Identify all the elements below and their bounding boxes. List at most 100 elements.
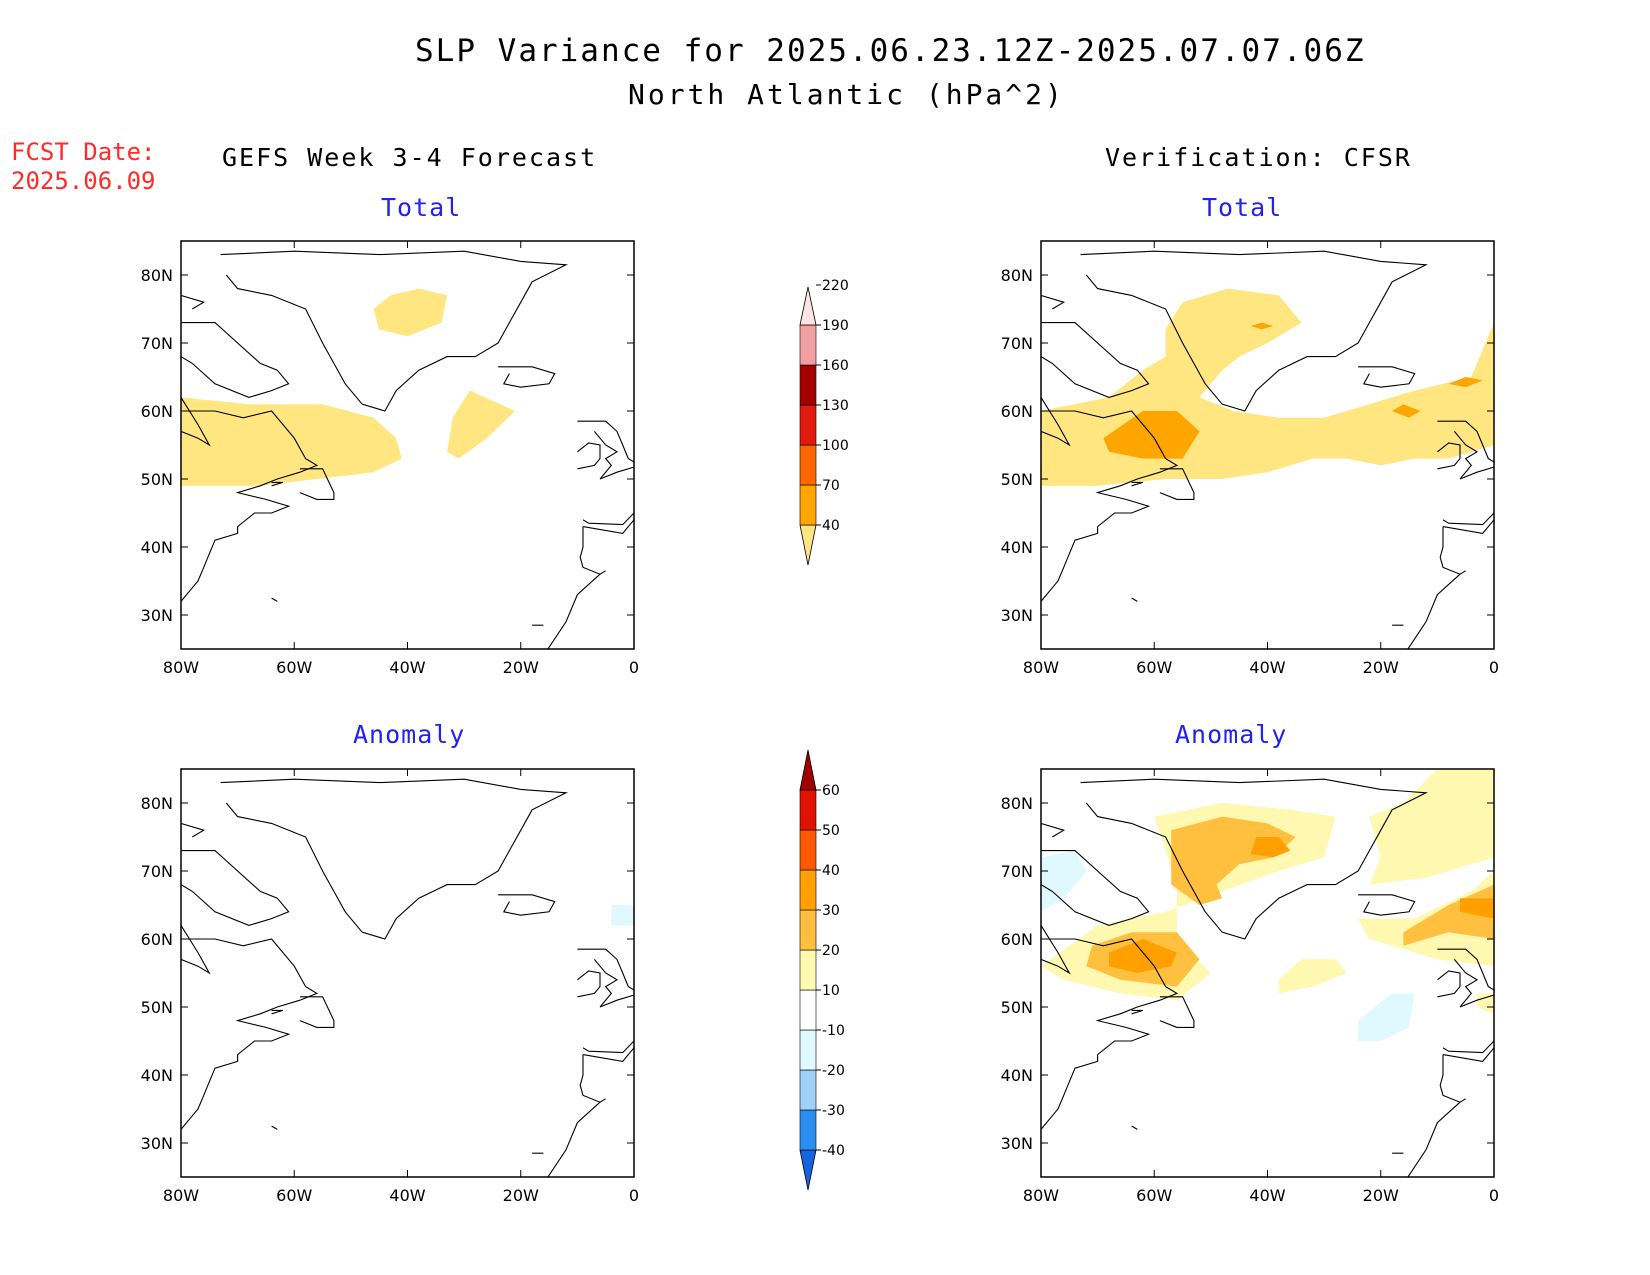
- total-colorbar: 40 70 100 130 160 190 220: [799, 278, 849, 566]
- coastline: [1439, 526, 1466, 575]
- cfsr-anomaly-title: Anomaly: [1175, 720, 1288, 749]
- colorbar-box: [799, 324, 817, 366]
- colorbar-box: [799, 949, 817, 991]
- coastline: [1041, 294, 1066, 316]
- shaded-contour-5: [1369, 769, 1494, 885]
- colorbar-tick-label: 70: [822, 478, 840, 494]
- colorbar-tick-label: 160: [822, 358, 849, 374]
- lon-tick-label: 20W: [1363, 1186, 1399, 1205]
- colorbar-tick-label: 100: [822, 438, 849, 454]
- lat-tick-label: 40N: [141, 1066, 173, 1085]
- coastline: [1041, 397, 1071, 447]
- lon-tick-label: 80W: [1023, 1186, 1059, 1205]
- lat-tick-label: 60N: [141, 930, 173, 949]
- lat-tick-label: 80N: [1001, 794, 1033, 813]
- coastline: [181, 294, 206, 316]
- coastline: [299, 468, 335, 500]
- colorbar-box: [799, 789, 817, 831]
- coastline: [498, 366, 556, 388]
- lat-tick-label: 50N: [1001, 470, 1033, 489]
- cfsr-anomaly-plot-area: [1041, 769, 1494, 1177]
- coastline: [582, 1040, 634, 1062]
- colorbar-box: [799, 364, 817, 406]
- coastline: [547, 573, 601, 649]
- lat-tick-label: 40N: [1001, 538, 1033, 557]
- colorbar-box: [799, 1109, 817, 1151]
- lat-tick-label: 50N: [141, 998, 173, 1017]
- coastline: [220, 778, 569, 940]
- lat-tick-label: 40N: [1001, 1066, 1033, 1085]
- colorbar-box: [799, 404, 817, 446]
- lon-tick-label: 40W: [1249, 1186, 1285, 1205]
- shaded-contour-12: [1041, 850, 1087, 912]
- colorbar-tick-label: 190: [822, 318, 849, 334]
- lat-tick-label: 70N: [1001, 334, 1033, 353]
- coastline: [577, 420, 634, 480]
- shaded-contour-2: [1448, 377, 1483, 388]
- lon-tick-label: 0: [629, 658, 639, 677]
- figure-title: SLP Variance for 2025.06.23.12Z-2025.07.…: [415, 33, 1366, 69]
- colorbar-tick-label: 130: [822, 398, 849, 414]
- lon-tick-label: 20W: [503, 658, 539, 677]
- left-column-heading: GEFS Week 3-4 Forecast: [222, 143, 598, 172]
- coastline: [1041, 850, 1150, 926]
- lat-tick-label: 80N: [141, 794, 173, 813]
- shaded-contour-3: [1250, 837, 1291, 858]
- shaded-contour-4: [1109, 939, 1177, 973]
- figure-subtitle: North Atlantic (hPa^2): [628, 78, 1065, 111]
- coastline: [1437, 442, 1461, 470]
- lat-tick-label: 60N: [141, 402, 173, 421]
- colorbar-top-triangle: [799, 749, 817, 791]
- lat-tick-label: 30N: [141, 1134, 173, 1153]
- colorbar-box: [799, 1069, 817, 1111]
- colorbar-tick-label: 220: [822, 278, 849, 294]
- gefs-total-map-panel: 80N 70N 60N 50N 40N 30N 80W 60W 40W 20W 0: [141, 240, 639, 677]
- colorbar-box: [799, 909, 817, 951]
- coastline: [181, 410, 319, 602]
- lat-tick-label: 30N: [1001, 606, 1033, 625]
- coastline: [1080, 778, 1429, 940]
- coastline: [1131, 481, 1144, 487]
- shaded-contour-0: [181, 397, 402, 486]
- lon-tick-label: 80W: [1023, 658, 1059, 677]
- shaded-contour-9: [1278, 959, 1347, 994]
- coastline: [1358, 366, 1416, 388]
- coastline: [271, 597, 278, 602]
- lon-tick-label: 40W: [389, 1186, 425, 1205]
- gefs-total-title: Total: [381, 193, 462, 222]
- colorbar-tick-label: 60: [822, 783, 840, 799]
- coastline: [181, 397, 211, 447]
- coastline: [1041, 938, 1179, 1130]
- lat-tick-label: 60N: [1001, 930, 1033, 949]
- colorbar-tick-label: -30: [822, 1103, 845, 1119]
- colorbar-bottom-triangle: [799, 1149, 817, 1191]
- cfsr-total-map-panel: 80N 70N 60N 50N 40N 30N 80W 60W 40W 20W 0: [1001, 240, 1499, 677]
- shaded-contour-2: [447, 390, 516, 459]
- coastline: [1159, 996, 1195, 1028]
- cfsr-total-plot-area: [1041, 241, 1494, 649]
- coastline: [1407, 573, 1461, 649]
- shaded-contour-3: [1392, 404, 1421, 418]
- coastline: [1437, 948, 1494, 1008]
- lon-tick-label: 80W: [163, 1186, 199, 1205]
- lon-tick-label: 80W: [163, 658, 199, 677]
- lon-tick-label: 20W: [503, 1186, 539, 1205]
- lon-tick-label: 0: [1489, 1186, 1499, 1205]
- lon-tick-label: 60W: [276, 658, 312, 677]
- coastline: [579, 1054, 606, 1103]
- gefs-anomaly-plot-area: [181, 769, 634, 1177]
- colorbar-tick-label: 10: [822, 983, 840, 999]
- forecast-date-label: FCST Date:: [11, 138, 156, 166]
- coastline: [1437, 970, 1461, 998]
- gefs-total-plot-area: [181, 241, 634, 649]
- colorbar-box: [799, 829, 817, 871]
- lat-tick-label: 70N: [1001, 862, 1033, 881]
- colorbar-box: [799, 484, 817, 526]
- coastline: [579, 526, 606, 575]
- coastline: [547, 1101, 601, 1177]
- gefs-anomaly-map-panel: 80N 70N 60N 50N 40N 30N 80W 60W 40W 20W 0: [141, 768, 639, 1205]
- coastline: [181, 322, 290, 398]
- lat-tick-label: 80N: [141, 266, 173, 285]
- coastline: [181, 938, 319, 1130]
